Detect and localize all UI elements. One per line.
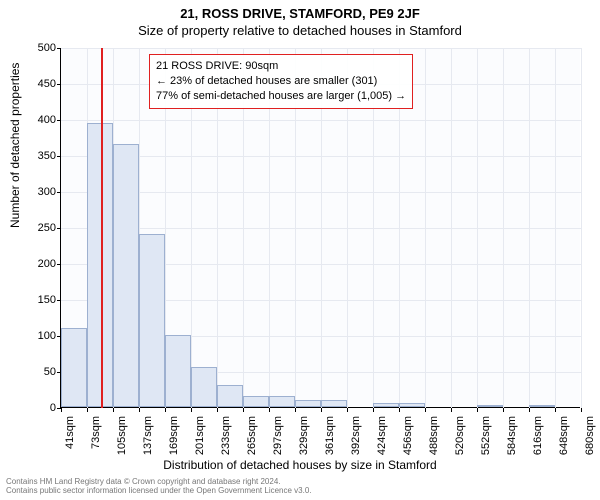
xtick-mark	[451, 408, 452, 412]
ytick-label: 50	[16, 366, 56, 378]
xtick-mark	[165, 408, 166, 412]
histogram-bar	[61, 328, 87, 407]
gridline-v	[581, 48, 582, 408]
gridline-v	[425, 48, 426, 408]
ytick-label: 350	[16, 150, 56, 162]
ytick-mark	[57, 264, 61, 265]
histogram-bar	[269, 396, 295, 407]
ytick-label: 0	[16, 402, 56, 414]
info-box-line3: 77% of semi-detached houses are larger (…	[156, 89, 406, 104]
xtick-mark	[243, 408, 244, 412]
histogram-bar	[295, 400, 321, 407]
footer-attribution: Contains HM Land Registry data © Crown c…	[6, 478, 312, 496]
xtick-mark	[139, 408, 140, 412]
ytick-mark	[57, 300, 61, 301]
histogram-bar	[373, 403, 399, 407]
ytick-label: 150	[16, 294, 56, 306]
ytick-mark	[57, 228, 61, 229]
ytick-label: 300	[16, 186, 56, 198]
plot-area: 05010015020025030035040045050041sqm73sqm…	[60, 48, 580, 408]
histogram-bar	[321, 400, 347, 407]
xtick-mark	[321, 408, 322, 412]
ytick-mark	[57, 48, 61, 49]
x-axis-label: Distribution of detached houses by size …	[0, 458, 600, 472]
xtick-mark	[113, 408, 114, 412]
ytick-mark	[57, 156, 61, 157]
property-marker-line	[101, 48, 103, 408]
gridline-v	[477, 48, 478, 408]
xtick-mark	[425, 408, 426, 412]
histogram-bar	[243, 396, 269, 407]
histogram-bar	[477, 405, 503, 407]
gridline-v	[529, 48, 530, 408]
gridline-v	[555, 48, 556, 408]
xtick-mark	[191, 408, 192, 412]
histogram-bar	[113, 144, 139, 407]
ytick-label: 450	[16, 78, 56, 90]
gridline-v	[451, 48, 452, 408]
info-box-line1: 21 ROSS DRIVE: 90sqm	[156, 59, 406, 74]
xtick-mark	[503, 408, 504, 412]
xtick-mark	[87, 408, 88, 412]
ytick-mark	[57, 120, 61, 121]
xtick-mark	[373, 408, 374, 412]
xtick-mark	[269, 408, 270, 412]
xtick-mark	[295, 408, 296, 412]
footer-line2: Contains public sector information licen…	[6, 487, 312, 496]
xtick-mark	[347, 408, 348, 412]
xtick-mark	[477, 408, 478, 412]
xtick-mark	[399, 408, 400, 412]
xtick-mark	[581, 408, 582, 412]
histogram-bar	[165, 335, 191, 407]
histogram-chart: 05010015020025030035040045050041sqm73sqm…	[60, 48, 580, 408]
histogram-bar	[191, 367, 217, 407]
ytick-label: 200	[16, 258, 56, 270]
histogram-bar	[139, 234, 165, 407]
page-subtitle: Size of property relative to detached ho…	[0, 21, 600, 38]
histogram-bar	[529, 405, 555, 407]
xtick-mark	[217, 408, 218, 412]
xtick-mark	[529, 408, 530, 412]
ytick-label: 250	[16, 222, 56, 234]
xtick-mark	[61, 408, 62, 412]
histogram-bar	[399, 403, 425, 407]
ytick-label: 100	[16, 330, 56, 342]
ytick-mark	[57, 84, 61, 85]
histogram-bar	[217, 385, 243, 407]
gridline-v	[503, 48, 504, 408]
xtick-mark	[555, 408, 556, 412]
ytick-mark	[57, 192, 61, 193]
page-title: 21, ROSS DRIVE, STAMFORD, PE9 2JF	[0, 0, 600, 21]
info-box: 21 ROSS DRIVE: 90sqm← 23% of detached ho…	[149, 54, 413, 109]
ytick-label: 500	[16, 42, 56, 54]
info-box-line2: ← 23% of detached houses are smaller (30…	[156, 74, 406, 89]
ytick-label: 400	[16, 114, 56, 126]
